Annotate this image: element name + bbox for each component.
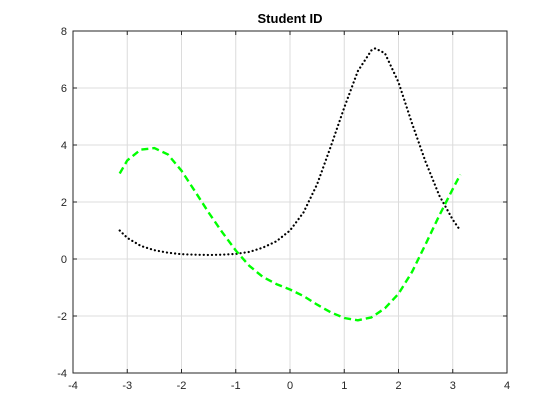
x-tick-label: 0	[287, 380, 293, 392]
x-tick-label: -2	[177, 380, 187, 392]
y-tick-label: 8	[61, 26, 67, 38]
y-tick-label: 2	[61, 197, 67, 209]
y-tick-label: 6	[61, 83, 67, 95]
series-line-dotted	[118, 47, 462, 257]
x-tick-label: -1	[231, 380, 241, 392]
y-tick-label: -2	[57, 311, 67, 323]
ticks: -4 -3 -2 -1 0 1 2 3 4 -4 -2 0 2 4 6 8	[57, 26, 510, 392]
y-tick-label: 0	[61, 254, 67, 266]
series-layer	[118, 47, 462, 322]
y-tick-label: 4	[61, 140, 67, 152]
x-tick-label: -4	[68, 380, 78, 392]
x-tick-label: -3	[122, 380, 132, 392]
x-tick-label: 1	[341, 380, 347, 392]
x-tick-label: 3	[450, 380, 456, 392]
chart-title: Student ID	[258, 11, 323, 26]
x-tick-label: 4	[504, 380, 510, 392]
y-tick-label: -4	[57, 368, 67, 380]
series-line-dashed	[118, 146, 462, 322]
x-tick-label: 2	[395, 380, 401, 392]
